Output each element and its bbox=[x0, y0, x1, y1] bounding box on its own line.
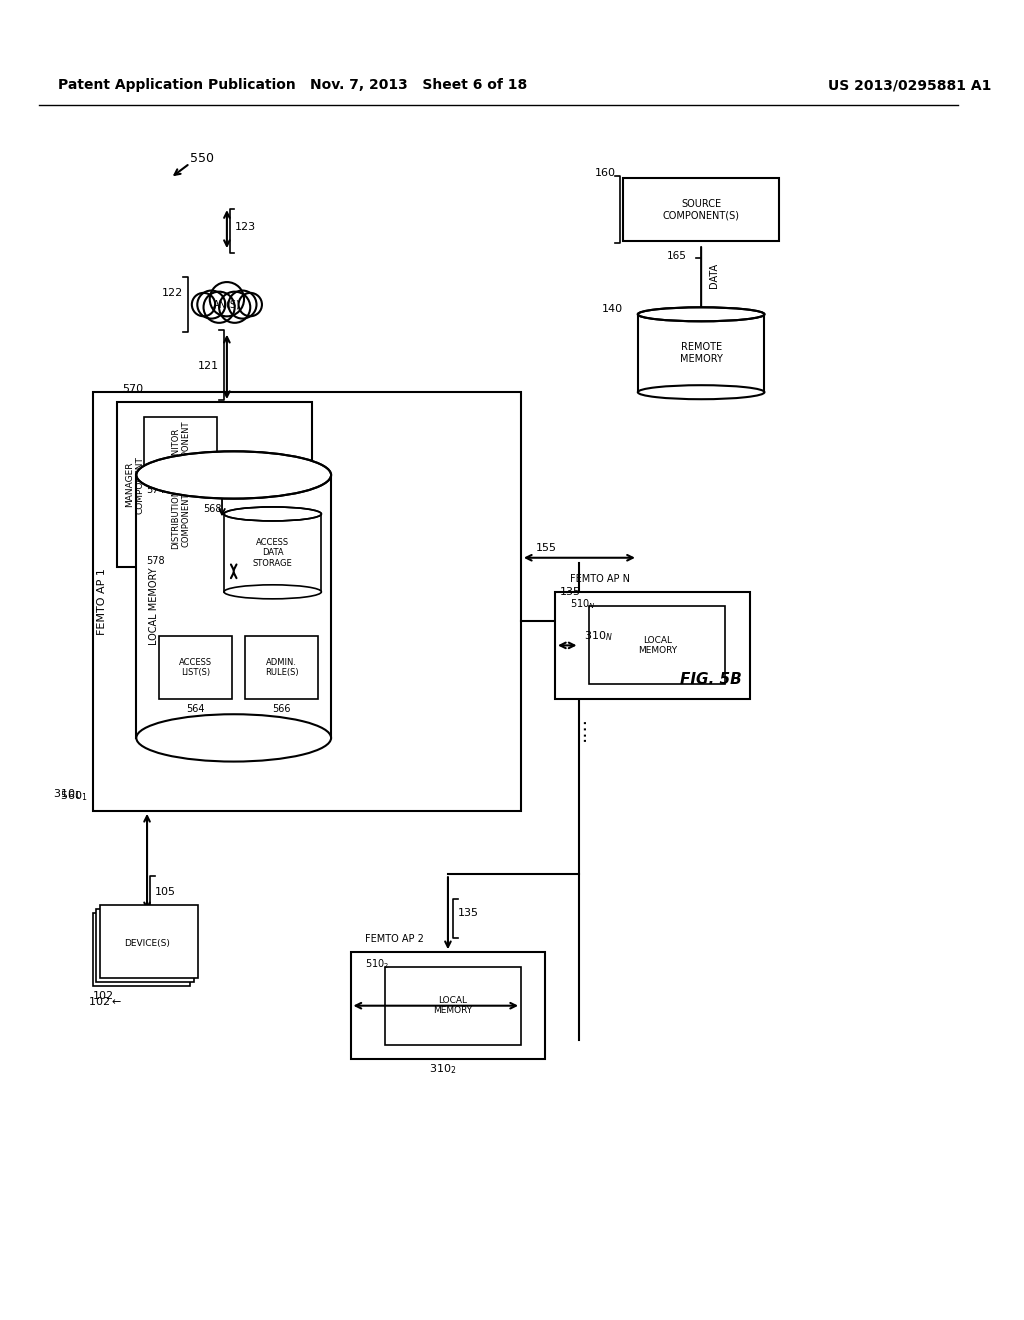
FancyBboxPatch shape bbox=[555, 591, 750, 700]
Text: 570: 570 bbox=[122, 384, 143, 395]
Text: ACCESS
DATA
STORAGE: ACCESS DATA STORAGE bbox=[253, 539, 293, 568]
Text: DATA: DATA bbox=[709, 263, 719, 288]
FancyBboxPatch shape bbox=[144, 417, 217, 480]
Circle shape bbox=[204, 292, 234, 323]
Ellipse shape bbox=[224, 507, 322, 521]
Text: 574: 574 bbox=[146, 484, 165, 495]
FancyBboxPatch shape bbox=[100, 906, 198, 978]
Text: DISTRIBUTION
COMPONENT: DISTRIBUTION COMPONENT bbox=[171, 490, 190, 549]
Text: 102$\leftarrow$: 102$\leftarrow$ bbox=[88, 995, 122, 1007]
Circle shape bbox=[210, 282, 244, 317]
Text: 165: 165 bbox=[667, 251, 686, 261]
FancyBboxPatch shape bbox=[92, 392, 521, 810]
Text: 566: 566 bbox=[272, 704, 291, 714]
Text: 560$_1$: 560$_1$ bbox=[60, 789, 88, 804]
Text: 310$_2$: 310$_2$ bbox=[429, 1063, 457, 1076]
Ellipse shape bbox=[136, 714, 331, 762]
Text: 510$_N$: 510$_N$ bbox=[569, 597, 595, 611]
Text: AN(S): AN(S) bbox=[213, 300, 241, 310]
Text: 122: 122 bbox=[162, 288, 183, 298]
FancyBboxPatch shape bbox=[144, 487, 217, 550]
Text: 121: 121 bbox=[198, 360, 219, 371]
Text: US 2013/0295881 A1: US 2013/0295881 A1 bbox=[827, 78, 991, 92]
Text: LOCAL
MEMORY: LOCAL MEMORY bbox=[638, 636, 677, 655]
FancyBboxPatch shape bbox=[224, 513, 322, 591]
Text: Patent Application Publication: Patent Application Publication bbox=[58, 78, 296, 92]
Text: 102: 102 bbox=[92, 991, 114, 1001]
Text: 140: 140 bbox=[602, 305, 624, 314]
Text: FEMTO AP 1: FEMTO AP 1 bbox=[97, 568, 108, 635]
Text: 550: 550 bbox=[189, 152, 214, 165]
Circle shape bbox=[219, 292, 250, 323]
Ellipse shape bbox=[224, 585, 322, 599]
Text: 310$_N$: 310$_N$ bbox=[585, 628, 613, 643]
FancyBboxPatch shape bbox=[159, 636, 231, 700]
FancyBboxPatch shape bbox=[246, 636, 318, 700]
Text: 135: 135 bbox=[560, 587, 581, 597]
Text: ACCESS
LIST(S): ACCESS LIST(S) bbox=[178, 657, 212, 677]
FancyBboxPatch shape bbox=[136, 475, 331, 738]
Text: 135: 135 bbox=[458, 908, 478, 919]
Text: 105: 105 bbox=[155, 887, 176, 896]
Ellipse shape bbox=[638, 308, 765, 321]
FancyBboxPatch shape bbox=[96, 909, 194, 982]
Text: REMOTE
MEMORY: REMOTE MEMORY bbox=[680, 342, 723, 364]
Circle shape bbox=[191, 293, 215, 317]
FancyBboxPatch shape bbox=[350, 952, 546, 1059]
Text: 155: 155 bbox=[536, 543, 557, 553]
Text: 568: 568 bbox=[204, 504, 222, 513]
Text: MANAGER
COMPONENT: MANAGER COMPONENT bbox=[125, 455, 144, 513]
Text: 123: 123 bbox=[234, 222, 256, 232]
Text: FEMTO AP 2: FEMTO AP 2 bbox=[366, 935, 424, 944]
Text: 310$_1$: 310$_1$ bbox=[53, 788, 81, 801]
Text: 578: 578 bbox=[146, 556, 165, 566]
Text: FEMTO AP N: FEMTO AP N bbox=[569, 574, 630, 583]
Ellipse shape bbox=[638, 385, 765, 399]
FancyBboxPatch shape bbox=[385, 966, 521, 1044]
Text: LOCAL MEMORY: LOCAL MEMORY bbox=[148, 568, 159, 645]
Text: ....: .... bbox=[570, 715, 589, 741]
FancyBboxPatch shape bbox=[638, 314, 765, 392]
Text: Nov. 7, 2013   Sheet 6 of 18: Nov. 7, 2013 Sheet 6 of 18 bbox=[310, 78, 527, 92]
FancyBboxPatch shape bbox=[624, 178, 779, 242]
Circle shape bbox=[239, 293, 262, 317]
Circle shape bbox=[198, 290, 225, 318]
Ellipse shape bbox=[136, 451, 331, 499]
FancyBboxPatch shape bbox=[92, 913, 189, 986]
Text: 510$_2$: 510$_2$ bbox=[366, 957, 389, 970]
Text: FIG. 5B: FIG. 5B bbox=[680, 672, 741, 686]
FancyBboxPatch shape bbox=[589, 606, 725, 684]
Text: 564: 564 bbox=[186, 704, 205, 714]
Text: MONITOR
COMPONENT: MONITOR COMPONENT bbox=[171, 421, 190, 475]
Text: DEVICE(S): DEVICE(S) bbox=[124, 940, 170, 948]
FancyBboxPatch shape bbox=[117, 403, 311, 568]
Text: SOURCE
COMPONENT(S): SOURCE COMPONENT(S) bbox=[663, 199, 739, 220]
Text: 160: 160 bbox=[595, 168, 615, 178]
Text: ADMIN.
RULE(S): ADMIN. RULE(S) bbox=[265, 657, 299, 677]
Circle shape bbox=[228, 290, 256, 318]
Text: LOCAL
MEMORY: LOCAL MEMORY bbox=[433, 997, 472, 1015]
